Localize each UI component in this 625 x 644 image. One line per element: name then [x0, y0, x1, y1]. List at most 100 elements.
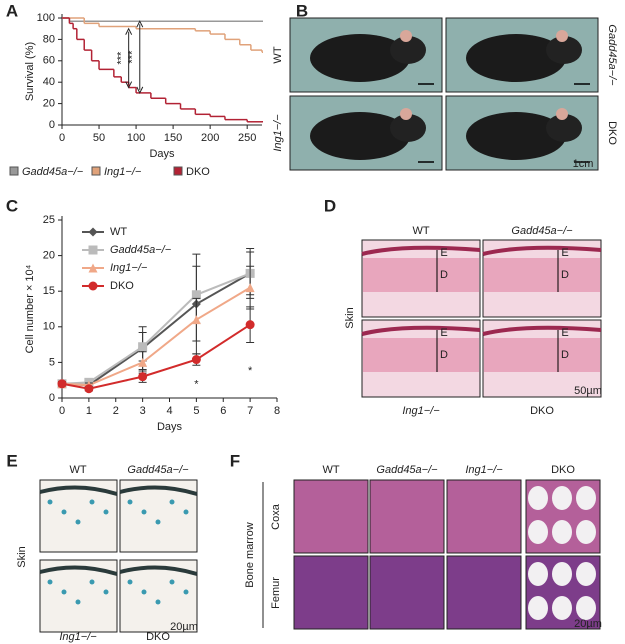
fat-cell: [552, 520, 572, 544]
label: 0: [49, 392, 55, 404]
label: D: [561, 349, 569, 361]
marker: [88, 227, 98, 237]
label: Days: [157, 421, 183, 433]
label: Gadd45a−/−: [22, 166, 84, 178]
epidermis: [119, 485, 198, 496]
label: 1cm: [573, 158, 594, 170]
mouse-head: [390, 114, 426, 142]
label: 2: [113, 405, 119, 417]
stain: [47, 499, 53, 505]
label: D: [440, 269, 448, 281]
stain: [89, 499, 95, 505]
marker: [138, 357, 148, 367]
label: E: [561, 247, 568, 259]
mouse: [466, 34, 566, 82]
dermis: [484, 258, 600, 292]
label: B: [296, 1, 308, 20]
histology: [446, 555, 522, 630]
label: 6: [220, 405, 226, 417]
stain: [75, 599, 81, 605]
legend-swatch: [9, 166, 19, 176]
label: E: [561, 327, 568, 339]
label: 4: [166, 405, 172, 417]
stain: [183, 509, 189, 515]
marker: [245, 283, 255, 293]
label: Cell number × 10⁴: [24, 264, 36, 353]
label: 1: [86, 405, 92, 417]
label: 5: [49, 356, 55, 368]
stain: [127, 499, 133, 505]
histology: [293, 479, 369, 554]
histology: [293, 555, 369, 630]
label: Bone marrow: [244, 522, 256, 587]
label: Gadd45a−/−: [110, 244, 172, 256]
stain: [155, 519, 161, 525]
label: 5: [193, 405, 199, 417]
label: 20: [43, 250, 55, 262]
label: Ing1−/−: [402, 405, 440, 417]
label: 3: [140, 405, 146, 417]
dermis: [363, 338, 479, 372]
stain: [61, 589, 67, 595]
fat-cell: [576, 520, 596, 544]
label: Ing1−/−: [465, 464, 503, 476]
label: 200: [201, 132, 219, 144]
series-line: [61, 272, 251, 387]
fat-cell: [552, 486, 572, 510]
label: 0: [59, 405, 65, 417]
fat-cell: [576, 486, 596, 510]
label: E: [6, 451, 17, 470]
stain: [155, 599, 161, 605]
marker: [88, 245, 98, 255]
epidermis: [482, 245, 602, 256]
label: 20: [43, 98, 55, 110]
label: 15: [43, 285, 55, 297]
label: WT: [69, 464, 86, 476]
label: DKO: [186, 166, 210, 178]
epidermis: [361, 245, 481, 256]
marker: [138, 342, 148, 352]
label: Gadd45a−/−: [606, 24, 618, 86]
label: *: [248, 365, 253, 377]
fat-cell: [576, 596, 596, 620]
mouse: [310, 34, 410, 82]
label: E: [440, 327, 447, 339]
label: 20µm: [574, 618, 602, 630]
label: WT: [110, 226, 127, 238]
label: 250: [238, 132, 256, 144]
label: 50µm: [574, 385, 602, 397]
label: DKO: [110, 280, 134, 292]
epidermis: [39, 485, 118, 496]
ear: [556, 108, 568, 120]
fat-cell: [528, 520, 548, 544]
mouse-head: [546, 36, 582, 64]
label: Gadd45a−/−: [376, 464, 438, 476]
stain: [183, 589, 189, 595]
stain: [141, 589, 147, 595]
histology: [369, 479, 445, 554]
epidermis: [361, 325, 481, 336]
stain: [169, 579, 175, 585]
histology: [369, 555, 445, 630]
label: D: [440, 349, 448, 361]
epidermis: [482, 325, 602, 336]
marker: [57, 379, 67, 389]
histology: [446, 479, 522, 554]
label: Ing1−/−: [110, 262, 148, 274]
label: 100: [37, 12, 55, 24]
label: ***: [116, 51, 128, 65]
legend-swatch: [91, 166, 101, 176]
label: WT: [412, 225, 429, 237]
label: A: [6, 1, 18, 20]
label: D: [561, 269, 569, 281]
label: Ing1−/−: [59, 631, 97, 643]
label: 100: [127, 132, 145, 144]
label: 0: [59, 132, 65, 144]
dermis: [484, 338, 600, 372]
label: 40: [43, 76, 55, 88]
legend-swatch: [173, 166, 183, 176]
fat-cell: [552, 562, 572, 586]
marker: [191, 355, 201, 365]
label: 8: [274, 405, 280, 417]
stain: [89, 579, 95, 585]
